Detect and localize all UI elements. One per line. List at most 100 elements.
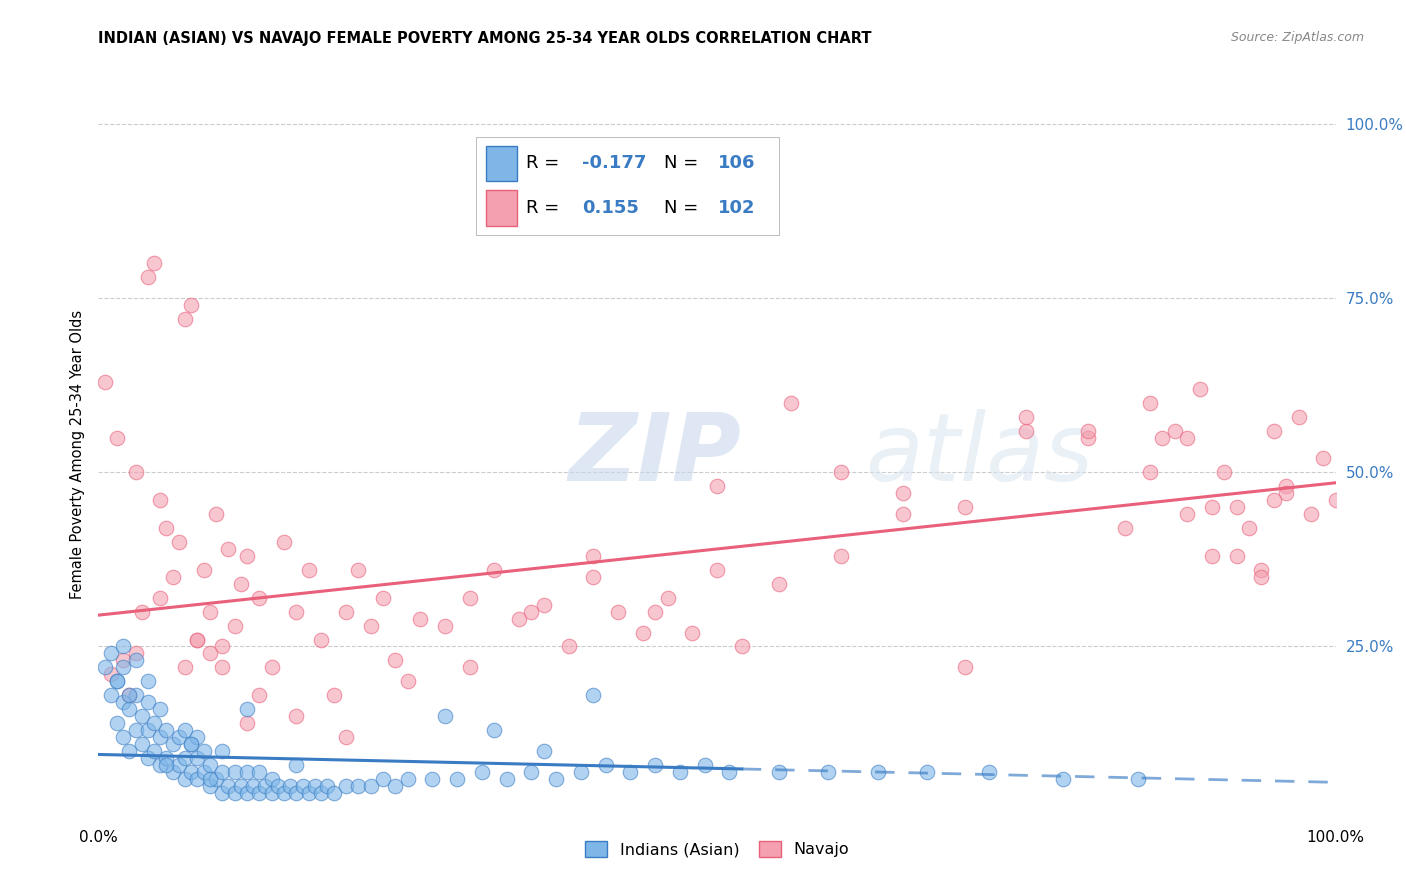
- Point: [458, 660, 481, 674]
- Point: [247, 688, 270, 702]
- Point: [174, 723, 197, 737]
- Point: [644, 605, 666, 619]
- Point: [433, 709, 456, 723]
- Point: [224, 764, 246, 779]
- Point: [211, 660, 233, 674]
- Point: [484, 563, 506, 577]
- Point: [335, 779, 357, 793]
- Point: [458, 591, 481, 605]
- Point: [830, 466, 852, 480]
- Point: [193, 563, 215, 577]
- Point: [124, 653, 146, 667]
- Point: [112, 660, 135, 674]
- Legend: Indians (Asian), Navajo: Indians (Asian), Navajo: [578, 835, 856, 863]
- Point: [309, 786, 332, 800]
- Point: [433, 618, 456, 632]
- Point: [149, 758, 172, 772]
- Point: [131, 737, 153, 751]
- Point: [180, 764, 202, 779]
- Point: [360, 618, 382, 632]
- Point: [891, 486, 914, 500]
- Point: [396, 674, 419, 689]
- Point: [136, 695, 159, 709]
- Point: [105, 674, 128, 689]
- Point: [731, 640, 754, 654]
- Point: [347, 779, 370, 793]
- Point: [247, 786, 270, 800]
- Point: [657, 591, 679, 605]
- Point: [1152, 430, 1174, 444]
- Point: [316, 779, 339, 793]
- Point: [669, 764, 692, 779]
- Point: [186, 632, 208, 647]
- Point: [471, 764, 494, 779]
- Point: [224, 618, 246, 632]
- Point: [124, 688, 146, 702]
- Point: [1226, 500, 1249, 515]
- Point: [254, 779, 277, 793]
- Point: [180, 737, 202, 751]
- Point: [118, 744, 141, 758]
- Point: [347, 563, 370, 577]
- Point: [236, 549, 259, 563]
- Point: [217, 541, 239, 556]
- Point: [174, 660, 197, 674]
- Point: [162, 737, 184, 751]
- Point: [309, 632, 332, 647]
- Point: [155, 723, 177, 737]
- Point: [211, 744, 233, 758]
- Point: [285, 605, 308, 619]
- Point: [236, 716, 259, 731]
- Point: [131, 709, 153, 723]
- Text: R =: R =: [526, 199, 571, 217]
- Point: [693, 758, 716, 772]
- Point: [1201, 549, 1223, 563]
- Point: [1312, 451, 1334, 466]
- Point: [247, 764, 270, 779]
- Point: [533, 598, 555, 612]
- Point: [817, 764, 839, 779]
- Point: [162, 764, 184, 779]
- Point: [644, 758, 666, 772]
- Point: [285, 786, 308, 800]
- Point: [100, 688, 122, 702]
- Point: [93, 660, 115, 674]
- Point: [557, 640, 579, 654]
- Point: [205, 772, 228, 786]
- Point: [866, 764, 889, 779]
- Point: [100, 667, 122, 681]
- Point: [167, 535, 190, 549]
- Point: [631, 625, 654, 640]
- Point: [149, 591, 172, 605]
- Point: [193, 764, 215, 779]
- Point: [211, 764, 233, 779]
- Point: [118, 688, 141, 702]
- Point: [1250, 563, 1272, 577]
- Text: 106: 106: [718, 154, 756, 172]
- Point: [1114, 521, 1136, 535]
- Point: [131, 605, 153, 619]
- Point: [136, 674, 159, 689]
- Point: [1139, 466, 1161, 480]
- Point: [495, 772, 517, 786]
- Point: [1275, 479, 1298, 493]
- Point: [205, 507, 228, 521]
- Point: [155, 758, 177, 772]
- Point: [112, 695, 135, 709]
- Point: [1126, 772, 1149, 786]
- Point: [112, 653, 135, 667]
- Point: [180, 737, 202, 751]
- Point: [546, 772, 568, 786]
- Point: [174, 751, 197, 765]
- Point: [236, 702, 259, 716]
- Point: [1263, 424, 1285, 438]
- Point: [830, 549, 852, 563]
- Point: [1015, 409, 1038, 424]
- Text: Source: ZipAtlas.com: Source: ZipAtlas.com: [1230, 31, 1364, 45]
- Point: [247, 591, 270, 605]
- Point: [768, 764, 790, 779]
- Point: [508, 612, 530, 626]
- Point: [681, 625, 703, 640]
- Point: [224, 786, 246, 800]
- Point: [174, 772, 197, 786]
